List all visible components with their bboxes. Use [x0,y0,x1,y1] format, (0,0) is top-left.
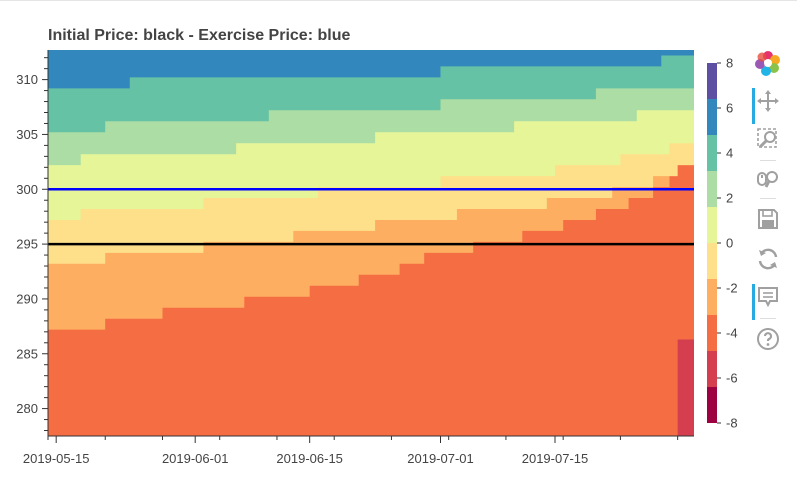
color-bar-label: -2 [726,281,738,296]
help-icon[interactable] [750,324,786,354]
toolbar [746,46,790,366]
hover-icon[interactable] [750,282,786,320]
color-bar-segment [707,243,717,279]
chart-title: Initial Price: black - Exercise Price: b… [48,27,350,44]
x-tick-label: 2019-07-15 [522,451,589,466]
y-tick-label: 285 [16,346,38,361]
plot-area[interactable] [48,50,694,436]
top-border [0,0,797,1]
color-bar-label: 0 [726,236,733,251]
heatmap-band [48,50,694,89]
save-icon[interactable] [750,204,786,234]
x-axis: 2019-05-15 2019-06-01 2019-06-15 2019-07-01… [23,435,694,466]
color-bar-segment [707,279,717,315]
y-tick-label: 305 [16,127,38,142]
color-bar-label: -8 [726,416,738,431]
color-bar-label: -6 [726,371,738,386]
box-zoom-icon[interactable] [750,124,786,154]
bokeh-logo-icon[interactable] [750,48,786,78]
reset-icon[interactable] [750,244,786,274]
heatmap-cell [677,339,694,436]
color-bar-label: -4 [726,326,738,341]
y-tick-label: 280 [16,401,38,416]
toolbar-separator [760,160,776,161]
x-tick-label: 2019-07-01 [407,451,474,466]
color-bar-segment [707,387,717,423]
toolbar-separator [760,198,776,199]
color-bar: -8 -6 -4 -2 0 2 4 6 8 [707,56,738,431]
color-bar-segment [707,207,717,243]
y-tick-label: 310 [16,72,38,87]
toolbar-separator [760,318,776,319]
color-bar-segment [707,63,717,99]
y-tick-label: 290 [16,291,38,306]
wheel-zoom-icon[interactable] [750,164,786,194]
color-bar-label: 6 [726,101,733,116]
color-bar-segment [707,99,717,135]
color-bar-label: 4 [726,146,733,161]
color-bar-segment [707,315,717,351]
y-tick-label: 300 [16,182,38,197]
x-tick-label: 2019-06-15 [276,451,343,466]
y-tick-label: 295 [16,237,38,252]
x-tick-label: 2019-06-01 [162,451,229,466]
x-tick-label: 2019-05-15 [23,451,90,466]
color-bar-label: 2 [726,191,733,206]
color-bar-label: 8 [726,56,733,71]
pan-icon[interactable] [750,86,786,124]
color-bar-segment [707,135,717,171]
y-axis: 280 285 290 295 300 305 310 [16,50,49,436]
color-bar-segment [707,351,717,387]
color-bar-segment [707,171,717,207]
